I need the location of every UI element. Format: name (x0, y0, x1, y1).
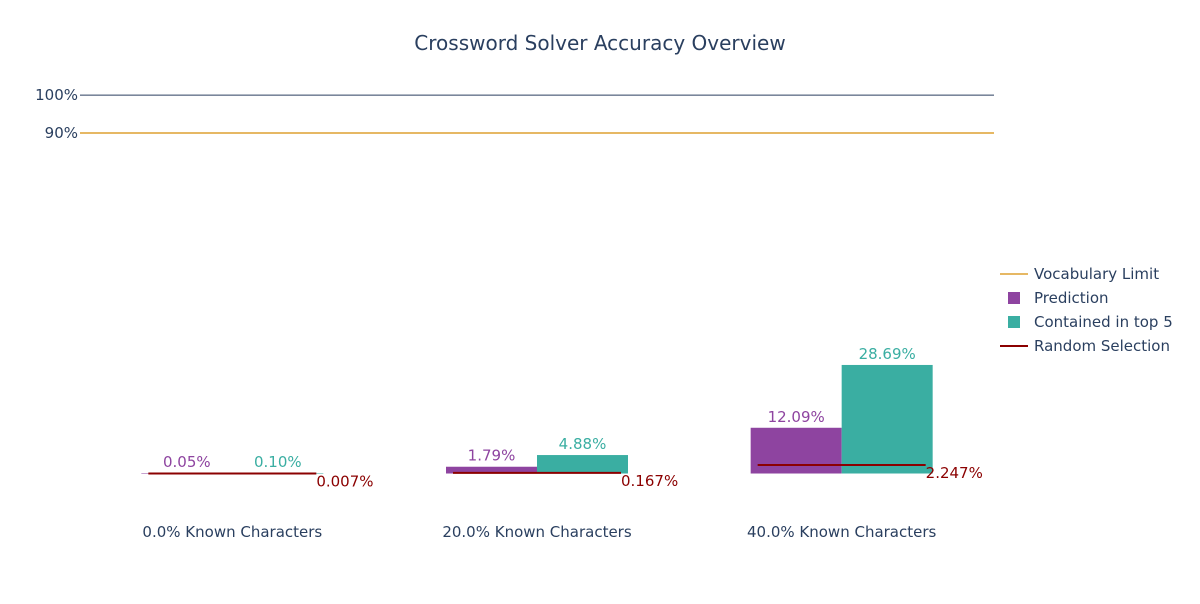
random-selection-label: 0.167% (621, 472, 678, 490)
random-selection-segments (148, 464, 926, 475)
top5-bar (841, 364, 933, 474)
prediction-bar (750, 427, 842, 474)
legend-swatch-contained-in-top-5 (1008, 316, 1020, 328)
y-axis-ticks: 100% 90% (35, 86, 78, 142)
random-selection-label: 0.007% (316, 472, 373, 490)
x-tick-label: 40.0% Known Characters (747, 523, 937, 541)
top5-label: 28.69% (859, 345, 916, 363)
legend: Vocabulary Limit Prediction Contained in t… (1000, 265, 1173, 355)
x-tick-label: 0.0% Known Characters (142, 523, 322, 541)
random-selection-label: 2.247% (926, 464, 983, 482)
prediction-label: 0.05% (163, 453, 211, 471)
legend-label-random-selection: Random Selection (1034, 337, 1170, 355)
prediction-bar (446, 466, 537, 474)
top5-label: 0.10% (254, 453, 302, 471)
y-tick-label: 90% (45, 124, 78, 142)
chart-title: Crossword Solver Accuracy Overview (414, 31, 785, 55)
legend-label-contained-in-top-5: Contained in top 5 (1034, 313, 1173, 331)
legend-swatch-prediction (1008, 292, 1020, 304)
top5-label: 4.88% (559, 435, 607, 453)
data-labels: 0.05% 1.79% 12.09% 0.10% 4.88% 28.69% 0.007% 0.… (163, 345, 983, 491)
legend-label-vocabulary-limit: Vocabulary Limit (1034, 265, 1159, 283)
x-tick-label: 20.0% Known Characters (442, 523, 632, 541)
top5-bar (537, 455, 628, 474)
reference-lines (80, 94, 994, 134)
y-tick-label: 100% (35, 86, 78, 104)
prediction-label: 12.09% (768, 408, 825, 426)
x-axis-ticks: 0.0% Known Characters 20.0% Known Charact… (142, 523, 936, 541)
prediction-label: 1.79% (468, 447, 516, 465)
legend-label-prediction: Prediction (1034, 289, 1109, 307)
